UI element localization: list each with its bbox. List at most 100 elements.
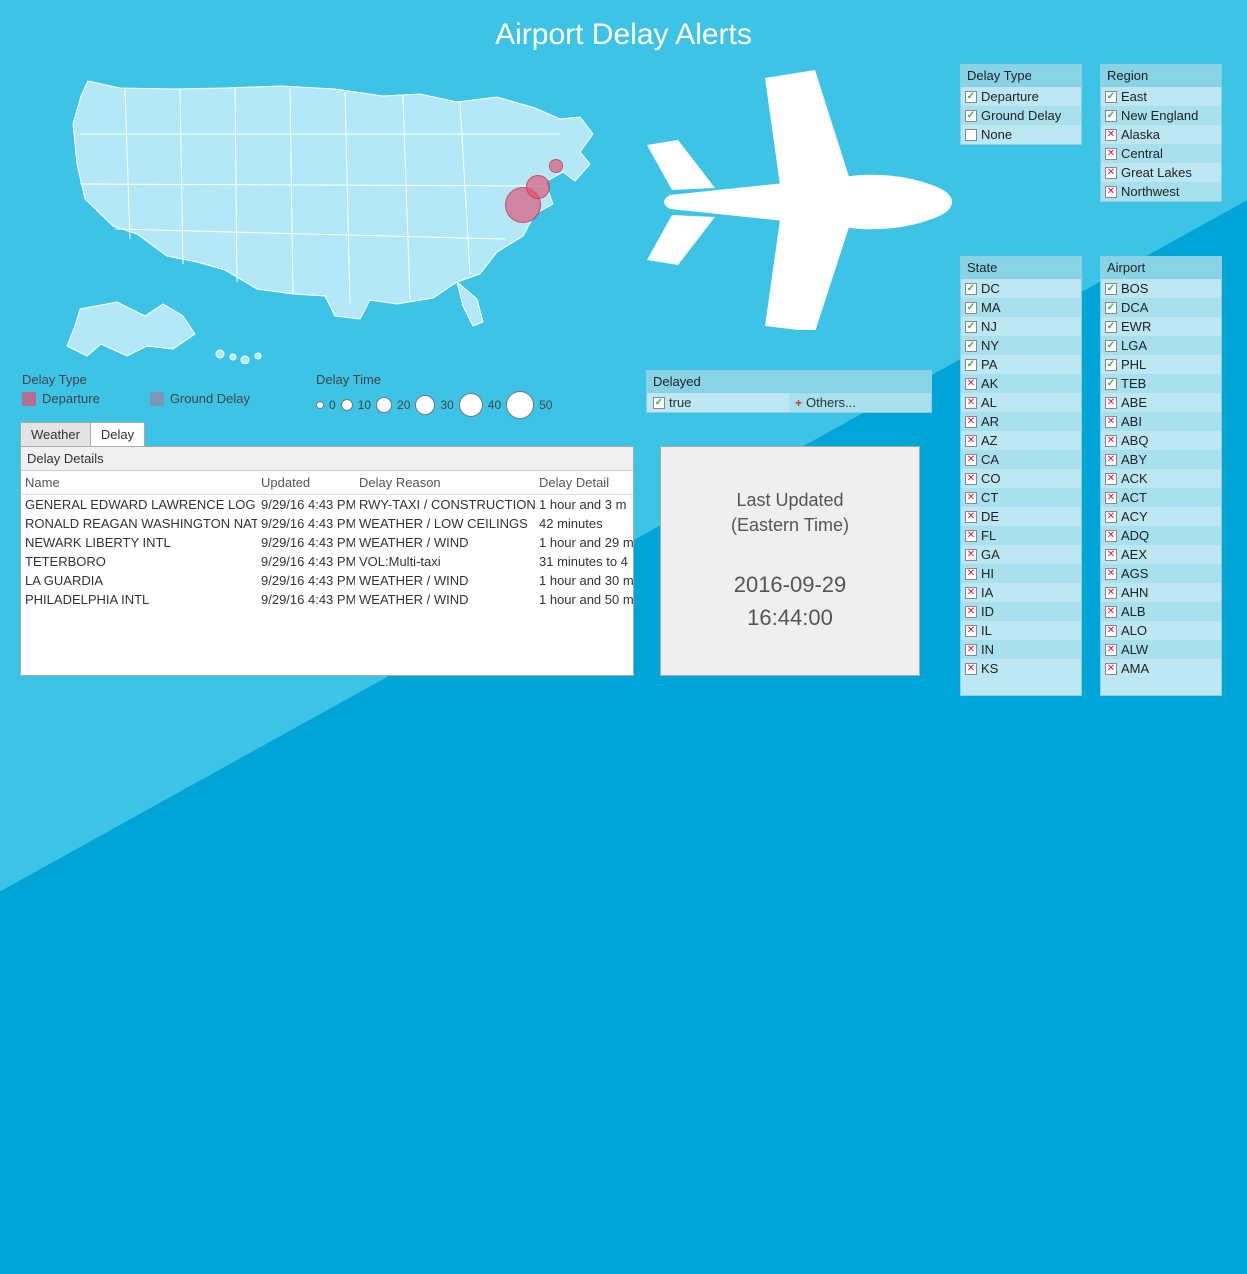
option-label: AR: [981, 414, 999, 429]
filter-option[interactable]: None: [961, 125, 1081, 144]
filter-option[interactable]: ✕AEX: [1101, 545, 1221, 564]
filter-option[interactable]: ✕AL: [961, 393, 1081, 412]
filter-option[interactable]: ✓BOS: [1101, 279, 1221, 298]
option-label: New England: [1121, 108, 1198, 123]
checkbox-icon: ✕: [1105, 129, 1117, 141]
filter-option[interactable]: ✓LGA: [1101, 336, 1221, 355]
filter-option[interactable]: ✕HI: [961, 564, 1081, 583]
table-cell: RONALD REAGAN WASHINGTON NAT: [21, 514, 257, 533]
legend-label: Departure: [42, 391, 100, 406]
filter-option[interactable]: ✓DC: [961, 279, 1081, 298]
filter-option[interactable]: ✕Northwest: [1101, 182, 1221, 201]
table-row[interactable]: GENERAL EDWARD LAWRENCE LOG9/29/16 4:43 …: [21, 495, 634, 515]
tab-delay[interactable]: Delay: [90, 422, 145, 446]
filter-option[interactable]: ✓EWR: [1101, 317, 1221, 336]
filter-option[interactable]: ✕ KS: [961, 659, 1081, 678]
option-label: PHL: [1121, 357, 1146, 372]
map-delay-dot[interactable]: [549, 159, 563, 173]
filter-option[interactable]: ✕FL: [961, 526, 1081, 545]
table-cell: 9/29/16 4:43 PM: [257, 571, 355, 590]
filter-option[interactable]: ✕ID: [961, 602, 1081, 621]
filter-option[interactable]: ✕CA: [961, 450, 1081, 469]
checkbox-icon: ✕: [1105, 549, 1117, 561]
table-row[interactable]: RONALD REAGAN WASHINGTON NAT9/29/16 4:43…: [21, 514, 634, 533]
table-row[interactable]: TETERBORO9/29/16 4:43 PMVOL:Multi-taxi31…: [21, 552, 634, 571]
filter-option[interactable]: ✓ TEB: [1101, 374, 1221, 393]
table-row[interactable]: PHILADELPHIA INTL9/29/16 4:43 PMWEATHER …: [21, 590, 634, 609]
filter-option[interactable]: ✕ABQ: [1101, 431, 1221, 450]
filter-option[interactable]: ✕GA: [961, 545, 1081, 564]
checkbox-icon: ✓: [1105, 378, 1117, 390]
table-cell: 9/29/16 4:43 PM: [257, 533, 355, 552]
filter-option[interactable]: ✕CT: [961, 488, 1081, 507]
option-label: ADQ: [1121, 528, 1149, 543]
filter-option[interactable]: ✕ACK: [1101, 469, 1221, 488]
option-label: TEB: [1121, 376, 1146, 391]
filter-option[interactable]: ✓PHL: [1101, 355, 1221, 374]
swatch-ground-icon: [150, 392, 164, 406]
filter-option[interactable]: ✕IL: [961, 621, 1081, 640]
delayed-true-option[interactable]: ✓ true: [647, 393, 789, 412]
filter-option[interactable]: ✕ACT: [1101, 488, 1221, 507]
filter-option[interactable]: ✓DCA: [1101, 298, 1221, 317]
filter-option[interactable]: ✕ ADQ: [1101, 526, 1221, 545]
table-header[interactable]: Updated: [257, 471, 355, 495]
option-label: ALB: [1121, 604, 1146, 619]
filter-option[interactable]: ✕AHN: [1101, 583, 1221, 602]
option-label: Great Lakes: [1121, 165, 1192, 180]
delayed-others-option[interactable]: + Others...: [789, 393, 931, 412]
filter-option[interactable]: ✕AZ: [961, 431, 1081, 450]
filter-option[interactable]: ✕AK: [961, 374, 1081, 393]
checkbox-icon: ✕: [1105, 530, 1117, 542]
option-label: AZ: [981, 433, 998, 448]
legend-label: Ground Delay: [170, 391, 250, 406]
filter-option[interactable]: ✕Central: [1101, 144, 1221, 163]
table-row[interactable]: LA GUARDIA9/29/16 4:43 PMWEATHER / WIND1…: [21, 571, 634, 590]
checkbox-icon: ✕: [965, 492, 977, 504]
option-label: KS: [981, 661, 998, 676]
filter-option[interactable]: ✕DE: [961, 507, 1081, 526]
map-delay-dot[interactable]: [526, 175, 550, 199]
filter-option[interactable]: ✓NJ: [961, 317, 1081, 336]
table-cell: PHILADELPHIA INTL: [21, 590, 257, 609]
filter-option[interactable]: ✕Alaska: [1101, 125, 1221, 144]
checkbox-icon: ✕: [1105, 606, 1117, 618]
delay-table: Delay Details NameUpdatedDelay ReasonDel…: [20, 446, 634, 676]
filter-option[interactable]: ✕ABE: [1101, 393, 1221, 412]
option-label: DCA: [1121, 300, 1148, 315]
option-label: PA: [981, 357, 997, 372]
filter-option[interactable]: ✓NY: [961, 336, 1081, 355]
filter-option[interactable]: ✕IA: [961, 583, 1081, 602]
tab-weather[interactable]: Weather: [20, 422, 91, 446]
filter-option[interactable]: ✓New England: [1101, 106, 1221, 125]
option-label: ALW: [1121, 642, 1148, 657]
table-cell: WEATHER / LOW CEILINGS: [355, 514, 535, 533]
filter-option[interactable]: ✕IN: [961, 640, 1081, 659]
filter-option[interactable]: ✕CO: [961, 469, 1081, 488]
checkbox-icon: ✓: [965, 340, 977, 352]
table-header[interactable]: Name: [21, 471, 257, 495]
table-cell: 9/29/16 4:43 PM: [257, 495, 355, 515]
filter-option[interactable]: ✕ALO: [1101, 621, 1221, 640]
filter-option[interactable]: ✓MA: [961, 298, 1081, 317]
filter-option[interactable]: ✓Ground Delay: [961, 106, 1081, 125]
filter-option[interactable]: ✕AR: [961, 412, 1081, 431]
filter-option[interactable]: ✕AGS: [1101, 564, 1221, 583]
filter-option[interactable]: ✕ABI: [1101, 412, 1221, 431]
checkbox-icon: ✕: [965, 663, 977, 675]
filter-option[interactable]: ✕AMA: [1101, 659, 1221, 678]
filter-option[interactable]: ✕ACY: [1101, 507, 1221, 526]
filter-option[interactable]: ✓PA: [961, 355, 1081, 374]
table-header[interactable]: Delay Reason: [355, 471, 535, 495]
table-row[interactable]: NEWARK LIBERTY INTL9/29/16 4:43 PMWEATHE…: [21, 533, 634, 552]
filter-option[interactable]: ✕ ALB: [1101, 602, 1221, 621]
filter-option[interactable]: ✕ABY: [1101, 450, 1221, 469]
option-label: MA: [981, 300, 1001, 315]
filter-option[interactable]: ✓East: [1101, 87, 1221, 106]
filter-option[interactable]: ✓Departure: [961, 87, 1081, 106]
filter-option[interactable]: ✕Great Lakes: [1101, 163, 1221, 182]
option-label: Departure: [981, 89, 1039, 104]
table-header[interactable]: Delay Detail: [535, 471, 634, 495]
filter-option[interactable]: ✕ALW: [1101, 640, 1221, 659]
us-map[interactable]: [25, 64, 625, 364]
